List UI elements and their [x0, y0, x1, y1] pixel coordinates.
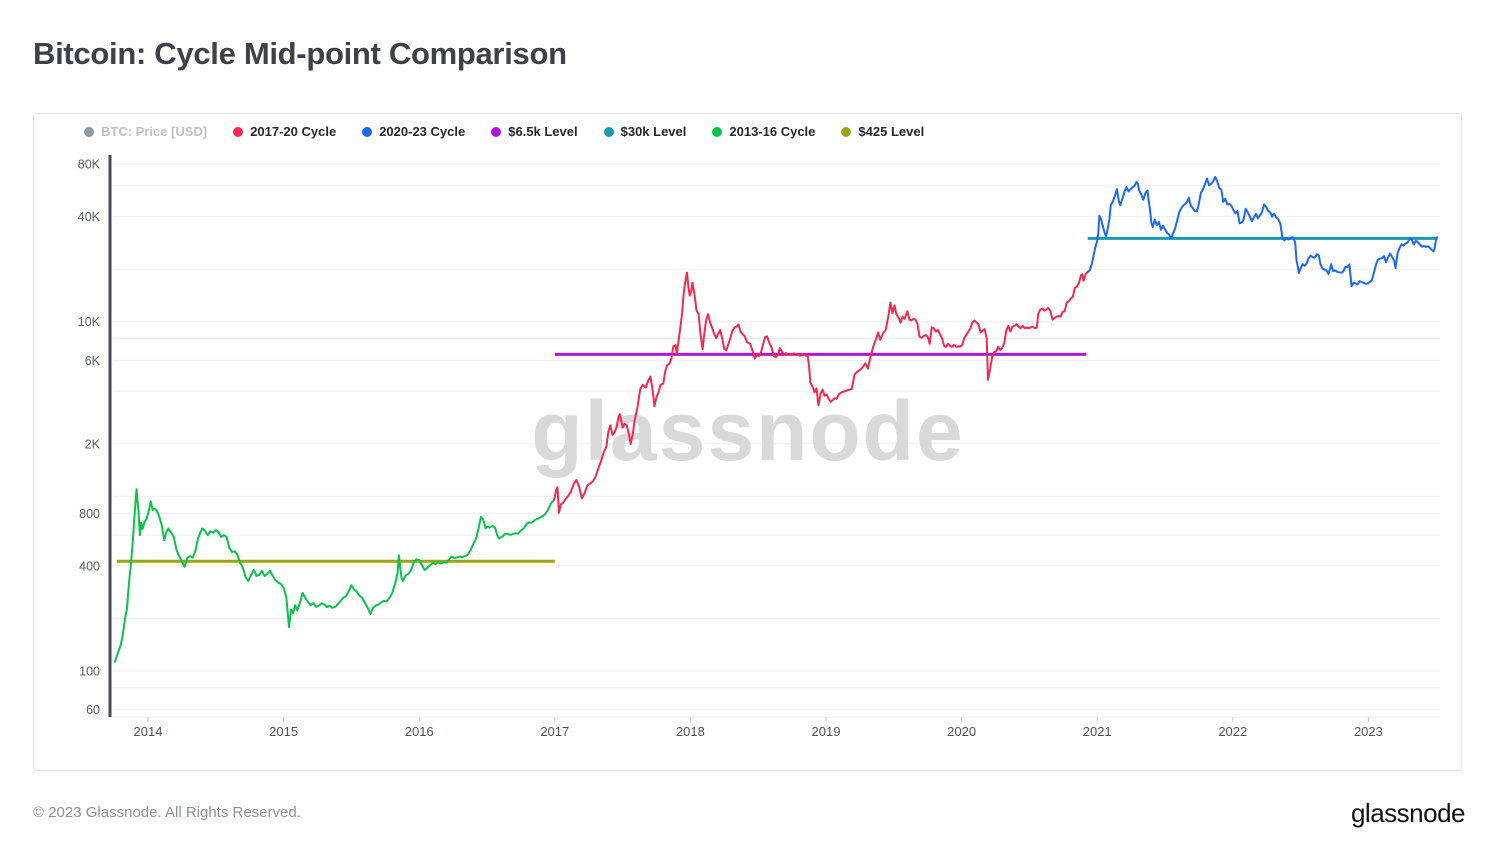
legend-item-2020-23-cycle[interactable]: 2020-23 Cycle	[362, 124, 465, 139]
legend-item-2017-20-cycle[interactable]: 2017-20 Cycle	[233, 124, 336, 139]
legend-item-btc-price-usd[interactable]: BTC: Price [USD]	[84, 124, 207, 139]
legend-item-6-5k-level[interactable]: $6.5k Level	[491, 124, 578, 139]
watermark: glassnode	[531, 384, 964, 478]
x-tick-label: 2018	[676, 724, 705, 739]
x-tick-label: 2022	[1218, 724, 1247, 739]
chart-legend: BTC: Price [USD] 2017-20 Cycle 2020-23 Cyc…	[84, 124, 924, 139]
legend-label: $425 Level	[858, 124, 925, 139]
legend-dot-icon	[841, 126, 852, 137]
legend-dot-icon	[84, 126, 94, 137]
legend-dot-icon	[712, 126, 723, 137]
y-tick-label: 10K	[78, 315, 101, 329]
legend-item-425-level[interactable]: $425 Level	[841, 124, 924, 139]
x-tick-label: 2014	[134, 724, 163, 739]
legend-item-2013-16-cycle[interactable]: 2013-16 Cycle	[712, 124, 815, 139]
x-tick-label: 2023	[1354, 724, 1383, 739]
series-2013-16-cycle	[114, 488, 556, 663]
glassnode-logo: glassnode	[1350, 798, 1466, 828]
legend-label: 2013-16 Cycle	[729, 124, 816, 139]
legend-label: BTC: Price [USD]	[101, 124, 208, 139]
x-tick-label: 2017	[540, 724, 569, 739]
y-tick-label: 400	[79, 559, 100, 573]
x-tick-label: 2019	[812, 724, 841, 739]
legend-label: $30k Level	[620, 124, 687, 139]
legend-item-30k-level[interactable]: $30k Level	[603, 124, 687, 139]
legend-dot-icon	[233, 126, 244, 137]
series-2020-23-cycle	[1086, 175, 1438, 288]
legend-dot-icon	[491, 126, 502, 137]
y-tick-label: 6K	[85, 354, 101, 368]
series-2017-20-cycle	[553, 270, 1089, 514]
legend-label: $6.5k Level	[508, 124, 578, 139]
page-title: Bitcoin: Cycle Mid-point Comparison	[33, 36, 567, 71]
x-tick-label: 2015	[269, 724, 298, 739]
copyright-text: © 2023 Glassnode. All Rights Reserved.	[33, 804, 301, 821]
legend-dot-icon	[362, 126, 373, 137]
y-tick-label: 60	[86, 703, 100, 717]
x-tick-label: 2021	[1083, 724, 1112, 739]
x-tick-label: 2016	[405, 724, 434, 739]
x-tick-label: 2020	[947, 724, 976, 739]
y-tick-label: 80K	[78, 158, 101, 172]
y-tick-label: 2K	[85, 437, 101, 451]
y-tick-label: 800	[79, 507, 100, 521]
y-tick-label: 40K	[78, 210, 101, 224]
legend-dot-icon	[603, 126, 614, 137]
y-tick-label: 100	[79, 665, 100, 679]
legend-label: 2020-23 Cycle	[379, 124, 466, 139]
legend-label: 2017-20 Cycle	[250, 124, 337, 139]
chart-card	[33, 113, 1462, 771]
